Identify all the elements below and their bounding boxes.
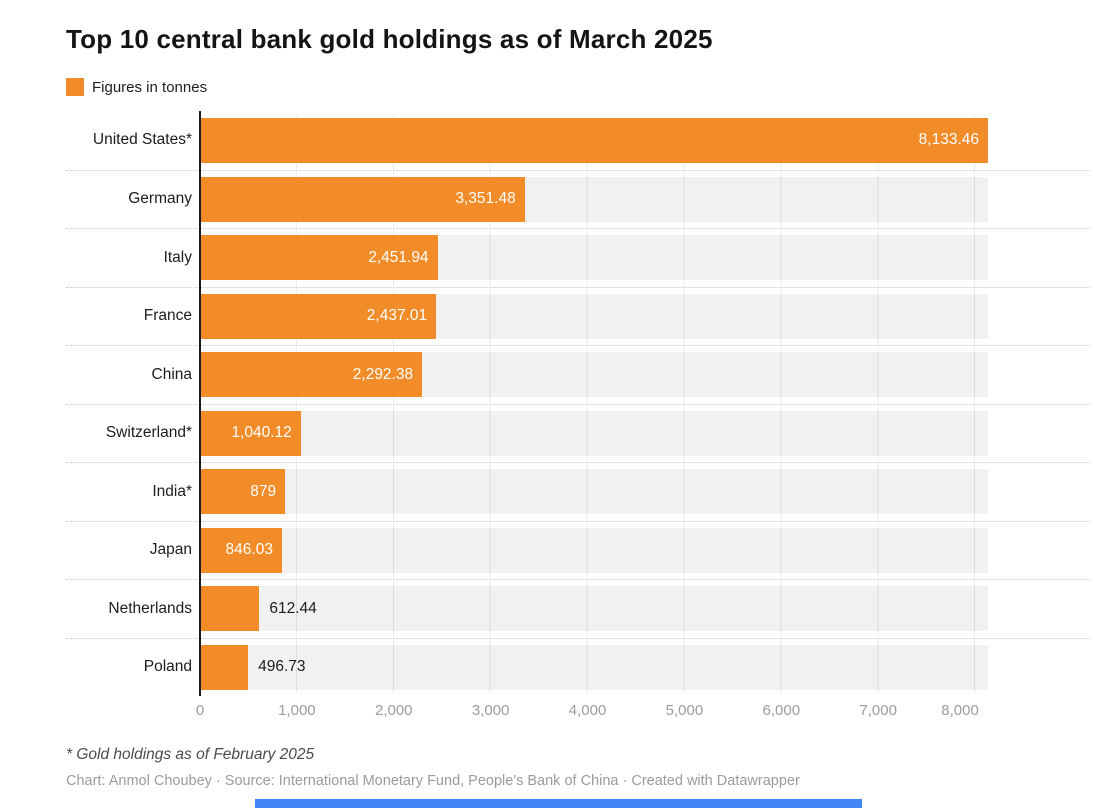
bar-track: 2,437.01 [200,293,988,339]
category-label: Switzerland* [105,424,192,442]
footnote: * Gold holdings as of February 2025 [66,746,315,763]
category-label: Poland [143,658,192,676]
value-label: 612.44 [269,599,317,617]
bar-row: Poland 496.73 [66,637,1090,697]
bar-track: 496.73 [200,644,988,690]
x-tick: 0 [195,702,205,719]
value-label: 2,292.38 [352,365,414,383]
bar [200,176,525,222]
value-label: 8,133.46 [918,131,979,149]
bar-row: China 2,292.38 [66,345,1090,404]
bar [200,352,423,398]
category-label: Italy [163,248,192,266]
legend-label: Figures in tonnes [92,78,208,96]
chart-rows: United States* 8,133.46 Germany 3,351.48… [66,111,1090,696]
bottom-highlight-bar [255,799,862,808]
category-label: France [143,307,192,325]
legend: Figures in tonnes [66,78,207,96]
category-label: Japan [149,541,192,559]
bar-row: Netherlands 612.44 [66,579,1090,638]
bar [200,117,988,163]
x-tick: 8,000 [941,702,979,719]
value-label: 846.03 [225,541,273,559]
bar-row: Germany 3,351.48 [66,169,1090,229]
category-label: Germany [128,190,192,208]
x-tick: 6,000 [762,702,801,719]
bar-row: Japan 846.03 [66,520,1090,580]
bar [200,527,282,573]
bar-row: United States* 8,133.46 [66,111,1090,170]
bar-track: 2,292.38 [200,352,988,398]
category-label: Netherlands [108,599,192,617]
bar [200,644,249,690]
bar-track: 612.44 [200,586,988,632]
bar-track: 8,133.46 [200,117,988,163]
x-tick: 7,000 [859,702,897,719]
category-label: China [151,365,193,383]
y-axis-line [199,111,201,696]
category-label: India* [152,482,192,500]
bar-row: Switzerland* 1,040.12 [66,403,1090,463]
x-tick: 2,000 [374,702,413,719]
value-label: 496.73 [258,658,306,676]
x-tick: 3,000 [471,702,510,719]
value-label: 879 [250,482,277,500]
value-label: 1,040.12 [231,424,292,442]
bar-row: India* 879 [66,462,1090,521]
bar-track: 1,040.12 [200,410,988,456]
bar-row: France 2,437.01 [66,286,1090,346]
value-label: 3,351.48 [455,190,516,208]
legend-swatch [66,78,84,96]
bar-track: 3,351.48 [200,176,988,222]
credit-line: Chart: Anmol Choubey · Source: Internati… [66,773,800,789]
bar [200,586,260,632]
bar [200,293,437,339]
x-axis: 0 1,000 2,000 3,000 4,000 5,000 6,000 7,… [66,696,1090,728]
bar-track: 879 [200,469,988,515]
bar [200,410,301,456]
bar [200,235,438,281]
bar-chart: United States* 8,133.46 Germany 3,351.48… [66,111,1090,728]
value-label: 2,437.01 [366,307,428,325]
bar-track: 2,451.94 [200,235,988,281]
category-label: United States* [92,131,192,149]
bar-track: 846.03 [200,527,988,573]
value-label: 2,451.94 [368,248,429,266]
x-tick: 1,000 [278,702,316,719]
bar-row: Italy 2,451.94 [66,228,1090,287]
bar [200,469,286,515]
chart-title: Top 10 central bank gold holdings as of … [66,24,713,54]
x-tick: 5,000 [665,702,704,719]
x-tick: 4,000 [568,702,607,719]
